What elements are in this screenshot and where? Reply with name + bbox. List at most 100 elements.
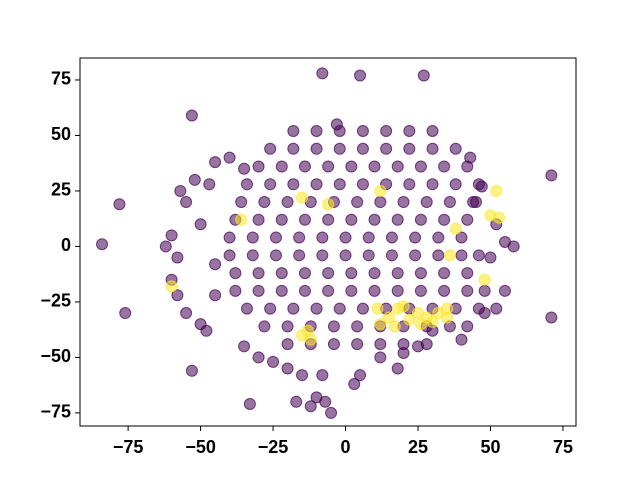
scatter-point: [223, 151, 236, 164]
scatter-point: [354, 369, 367, 382]
scatter-point: [380, 142, 393, 155]
scatter-point: [420, 196, 433, 209]
scatter-point: [258, 196, 271, 209]
scatter-point: [469, 196, 482, 209]
scatter-point: [385, 231, 398, 244]
scatter-point: [455, 231, 468, 244]
scatter-point: [426, 142, 439, 155]
scatter-point: [238, 162, 251, 175]
scatter-point: [159, 240, 172, 253]
x-tick-label: 50: [480, 437, 500, 457]
scatter-point: [319, 395, 332, 408]
scatter-point: [185, 364, 198, 377]
scatter-point: [449, 178, 462, 191]
scatter-point: [275, 267, 288, 280]
y-tick-label: −75: [40, 402, 71, 422]
scatter-point: [209, 289, 222, 302]
y-tick-label: 0: [61, 235, 71, 255]
scatter-point: [403, 142, 416, 155]
scatter-point: [351, 196, 364, 209]
scatter-point: [426, 125, 439, 138]
scatter-point: [333, 178, 346, 191]
scatter-point: [339, 249, 352, 262]
scatter-point: [238, 340, 251, 353]
scatter-point: [403, 178, 416, 191]
scatter-point: [472, 249, 485, 262]
scatter-point: [243, 398, 256, 411]
scatter-point: [339, 231, 352, 244]
scatter-point: [374, 196, 387, 209]
scatter-point: [432, 249, 445, 262]
scatter-point: [235, 213, 248, 226]
scatter-point: [267, 355, 280, 368]
scatter-point: [414, 213, 427, 226]
scatter-point: [455, 333, 468, 346]
x-tick-label: −25: [258, 437, 289, 457]
scatter-point: [368, 160, 381, 173]
scatter-point: [301, 324, 314, 337]
x-tick-label: 0: [341, 437, 351, 457]
scatter-point: [368, 284, 381, 297]
y-tick-label: −50: [40, 346, 71, 366]
y-tick-label: −25: [40, 291, 71, 311]
scatter-point: [322, 213, 335, 226]
scatter-point: [185, 109, 198, 122]
scatter-point: [368, 213, 381, 226]
scatter-point: [345, 213, 358, 226]
scatter-point: [345, 267, 358, 280]
scatter-point: [281, 196, 294, 209]
scatter-point: [414, 318, 427, 331]
scatter-point: [388, 320, 401, 333]
scatter-point: [351, 338, 364, 351]
scatter-point: [310, 142, 323, 155]
scatter-point: [287, 302, 300, 315]
scatter-point: [484, 251, 497, 264]
scatter-point: [461, 320, 474, 333]
scatter-point: [333, 142, 346, 155]
scatter-point: [356, 142, 369, 155]
scatter-point: [330, 118, 343, 131]
scatter-point: [461, 284, 474, 297]
scatter-point: [240, 302, 253, 315]
scatter-point: [252, 351, 265, 364]
scatter-point: [174, 184, 187, 197]
scatter-point: [269, 249, 282, 262]
scatter-point: [275, 160, 288, 173]
scatter-point: [246, 231, 259, 244]
scatter-point: [391, 213, 404, 226]
scatter-point: [194, 218, 207, 231]
scatter-point: [403, 313, 416, 326]
scatter-point: [348, 378, 361, 391]
scatter-point: [281, 362, 294, 375]
scatter-point: [264, 302, 277, 315]
scatter-point: [325, 406, 338, 419]
scatter-point: [165, 229, 178, 242]
scatter-point: [287, 178, 300, 191]
scatter-point: [281, 320, 294, 333]
scatter-point: [316, 369, 329, 382]
scatter-point: [316, 231, 329, 244]
scatter-point: [478, 284, 491, 297]
scatter-point: [200, 324, 213, 337]
scatter-point: [333, 302, 346, 315]
scatter-point: [356, 302, 369, 315]
scatter-point: [310, 125, 323, 138]
scatter-point: [180, 196, 193, 209]
scatter-point: [443, 249, 456, 262]
scatter-point: [354, 69, 367, 82]
scatter-point: [316, 249, 329, 262]
axes-frame: [79, 57, 577, 427]
x-tick-label: 75: [553, 437, 573, 457]
scatter-point: [412, 340, 425, 353]
scatter-point: [356, 125, 369, 138]
scatter-point: [409, 249, 422, 262]
scatter-point: [298, 267, 311, 280]
scatter-point: [275, 213, 288, 226]
scatter-point: [287, 125, 300, 138]
scatter-point: [223, 249, 236, 262]
scatter-point: [391, 362, 404, 375]
scatter-point: [304, 400, 317, 413]
scatter-point: [490, 302, 503, 315]
scatter-point: [403, 125, 416, 138]
